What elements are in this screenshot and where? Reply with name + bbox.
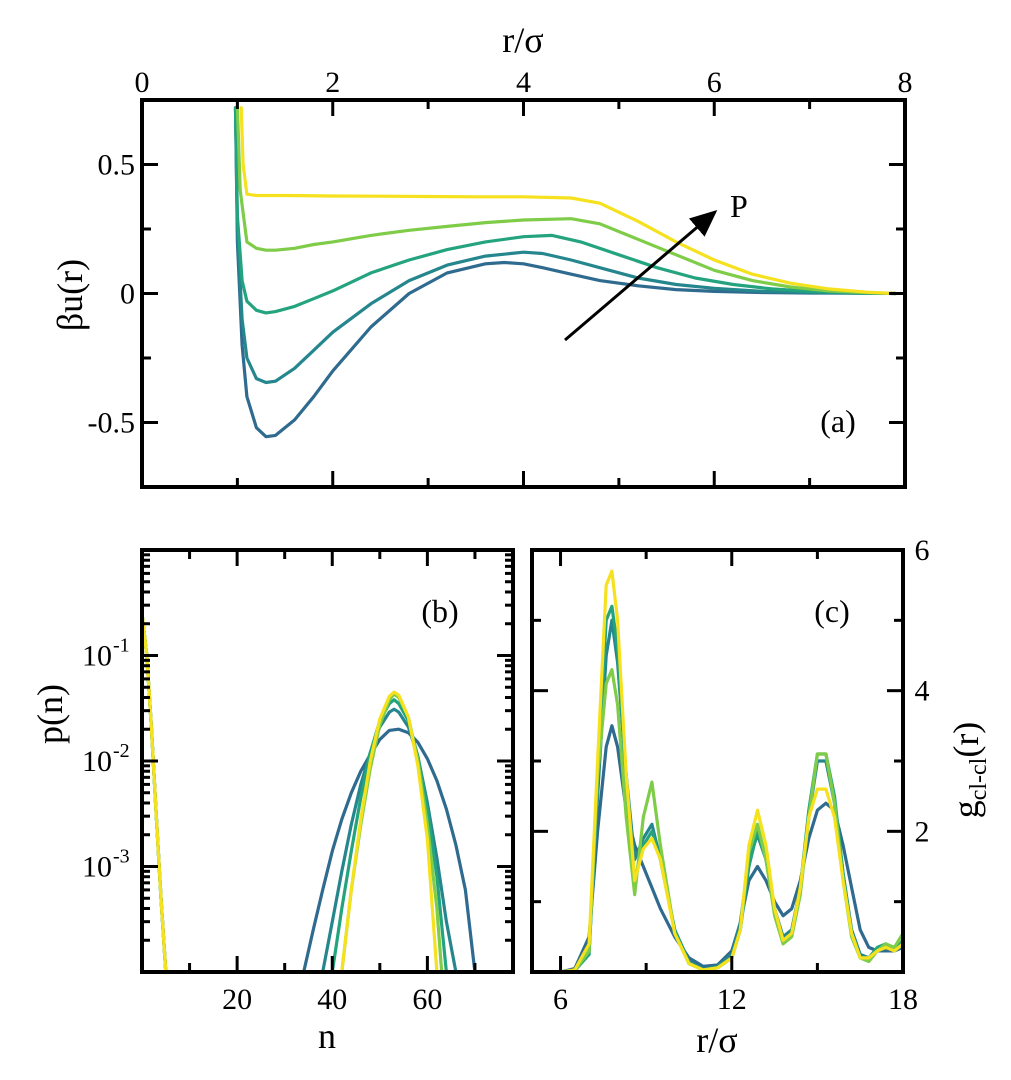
curve-b-p2-seg1	[321, 707, 458, 972]
tick-label-b-y: 10	[82, 851, 112, 884]
panel-label-b: (b)	[421, 593, 458, 629]
curve-c-p1	[532, 724, 903, 972]
tick-label-a-x: 8	[898, 66, 913, 99]
curve-b-p5-seg0	[142, 611, 168, 972]
pressure-arrow-label: P	[730, 188, 748, 224]
curve-a-p4	[235, 106, 898, 296]
y-axis-title-a: βu(r)	[50, 259, 90, 331]
y-axis-title-b: p(n)	[30, 684, 70, 744]
y-axis-title-c-tail: (r)	[946, 722, 986, 758]
panel-label-c: (c)	[814, 593, 850, 629]
tick-label-a-y: 0.5	[98, 149, 136, 182]
tick-label-a-x: 6	[707, 66, 722, 99]
tick-label-b-x: 20	[222, 983, 252, 1016]
tick-label-b-y-exponent: -1	[113, 635, 130, 657]
tick-label-b-y-exponent: -3	[113, 846, 130, 868]
curve-c-p4	[532, 668, 903, 972]
tick-label-c-x: 12	[717, 983, 747, 1016]
tick-label-c-x: 6	[553, 983, 568, 1016]
tick-label-a-x: 2	[325, 66, 340, 99]
curve-a-p2	[233, 106, 898, 385]
panel-a-potential-plot: 0 2 4 6 8 -0.5 0 0.5 r/σ βu(r) (a) P	[50, 20, 913, 489]
curve-a-p5	[239, 106, 898, 296]
y-axis-title-c-sub: cl-cl	[966, 757, 992, 800]
tick-label-b-x: 40	[317, 983, 347, 1016]
tick-label-a-y: 0	[120, 278, 135, 311]
curve-b-p5-seg1	[340, 690, 439, 972]
tick-label-b-y: 10	[82, 640, 112, 673]
tick-label-a-x: 4	[516, 66, 531, 99]
tick-label-c-y: 2	[915, 815, 930, 848]
tick-label-c-y: 4	[915, 675, 930, 708]
tick-label-b-x: 60	[412, 983, 442, 1016]
x-axis-title-b: n	[318, 1016, 336, 1056]
pressure-arrow	[564, 210, 718, 342]
panel-label-a: (a)	[820, 403, 856, 439]
tick-label-b-y: 10	[82, 745, 112, 778]
curve-a-p3	[233, 106, 898, 315]
tick-label-c-x: 18	[888, 983, 918, 1016]
curve-b-p1-seg1	[302, 727, 477, 972]
tick-label-c-y: 6	[915, 534, 930, 567]
curve-b-p3-seg1	[330, 698, 448, 972]
y-axis-title-c-main: g	[946, 800, 986, 818]
tick-label-a-x: 0	[135, 66, 150, 99]
x-axis-title-a: r/σ	[502, 20, 543, 60]
curve-a-p1	[233, 106, 898, 439]
tick-label-b-y-exponent: -2	[113, 740, 130, 762]
curve-c-p5	[532, 569, 903, 972]
x-axis-title-c: r/σ	[696, 1020, 737, 1060]
y-axis-title-c: gcl-cl(r)	[946, 722, 992, 819]
tick-label-a-y: -0.5	[88, 407, 136, 440]
